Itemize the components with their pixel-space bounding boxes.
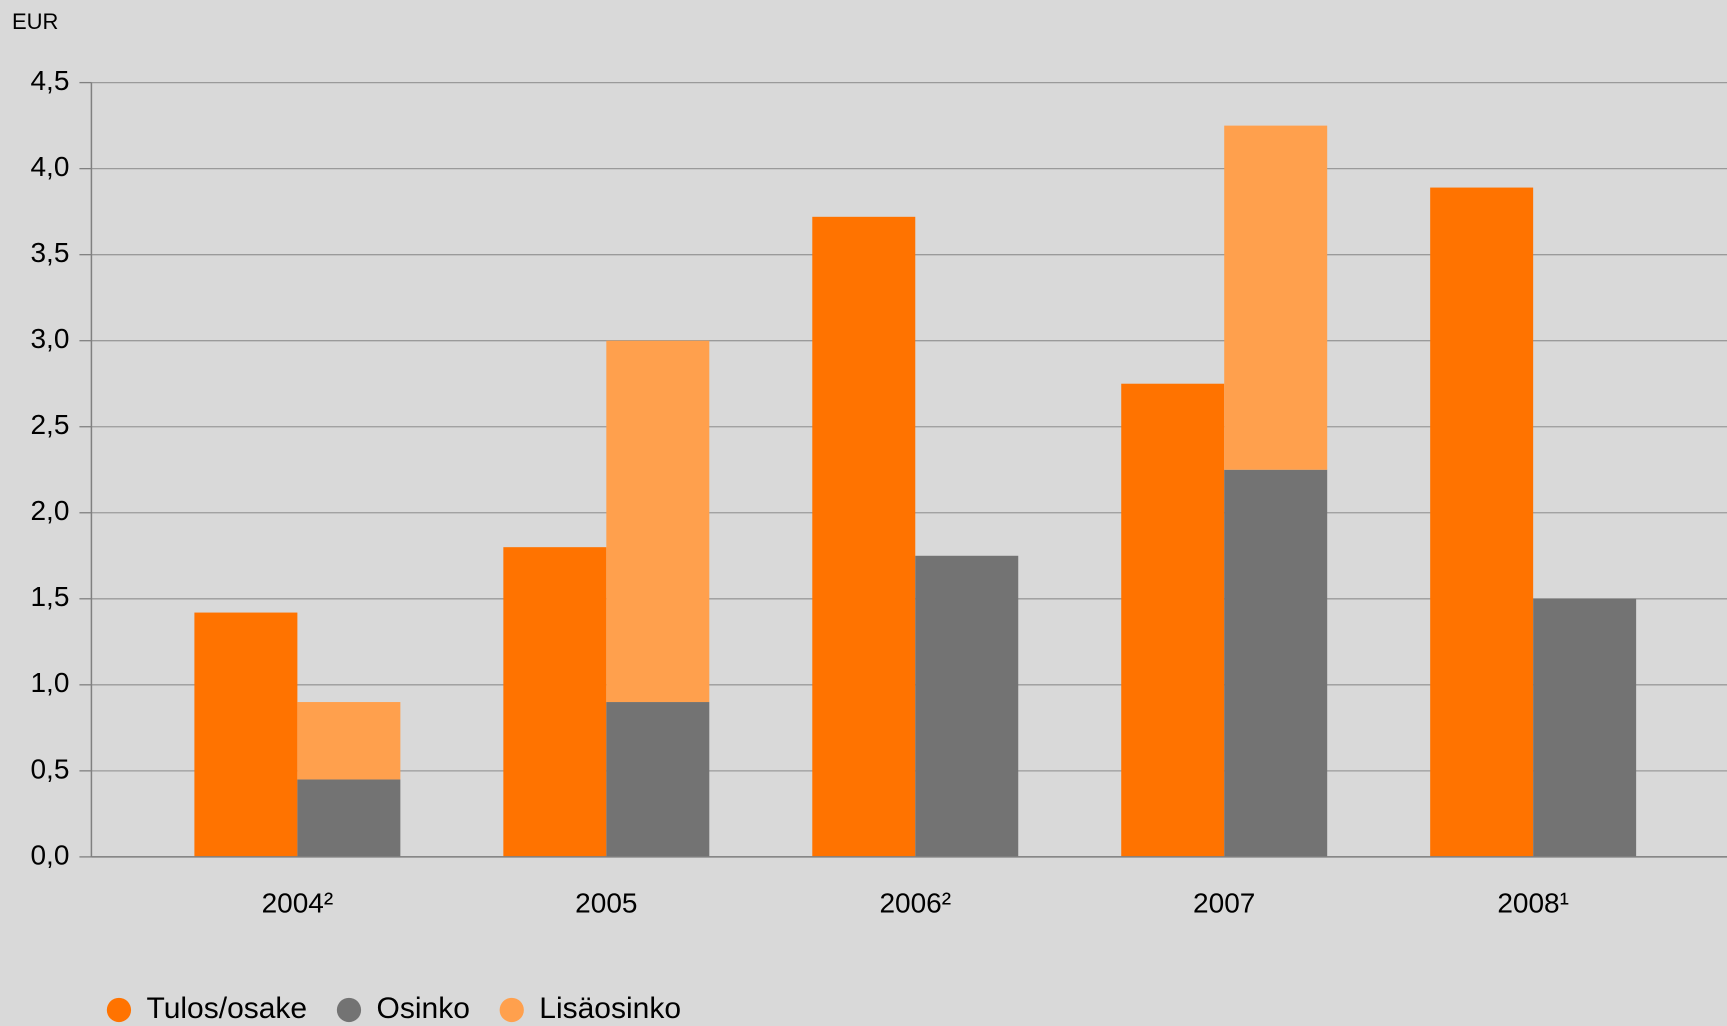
y-axis-label: EUR xyxy=(12,9,58,34)
y-tick-label: 0,0 xyxy=(30,839,69,870)
bar xyxy=(503,547,607,857)
bar xyxy=(1533,598,1637,857)
bar xyxy=(194,612,298,857)
bar xyxy=(1121,383,1225,857)
x-tick-label: 2006² xyxy=(879,888,951,919)
y-tick-label: 1,5 xyxy=(30,581,69,612)
legend-marker xyxy=(336,997,362,1023)
y-tick-label: 2,0 xyxy=(30,495,69,526)
x-tick-label: 2008¹ xyxy=(1497,888,1569,919)
y-tick-label: 1,0 xyxy=(30,667,69,698)
legend-label: Osinko xyxy=(377,992,470,1025)
y-tick-label: 0,5 xyxy=(30,753,69,784)
bar xyxy=(297,702,401,780)
bar xyxy=(1224,469,1328,857)
bar xyxy=(606,702,710,857)
legend-marker xyxy=(106,997,132,1023)
legend-label: Lisäosinko xyxy=(539,992,681,1025)
bar xyxy=(1224,125,1328,470)
bar xyxy=(606,340,710,703)
bar xyxy=(915,555,1019,857)
bar xyxy=(812,216,916,857)
x-tick-label: 2007 xyxy=(1193,888,1255,919)
bar xyxy=(1430,187,1534,857)
legend-marker xyxy=(499,997,524,1023)
y-tick-label: 4,0 xyxy=(30,151,69,182)
bar xyxy=(297,779,401,857)
y-tick-label: 2,5 xyxy=(30,409,69,440)
x-tick-label: 2005 xyxy=(575,888,637,919)
y-tick-label: 4,5 xyxy=(30,65,69,96)
x-tick-label: 2004² xyxy=(262,888,334,919)
y-tick-label: 3,0 xyxy=(30,323,69,354)
y-tick-label: 3,5 xyxy=(30,237,69,268)
legend-label: Tulos/osake xyxy=(146,992,307,1025)
